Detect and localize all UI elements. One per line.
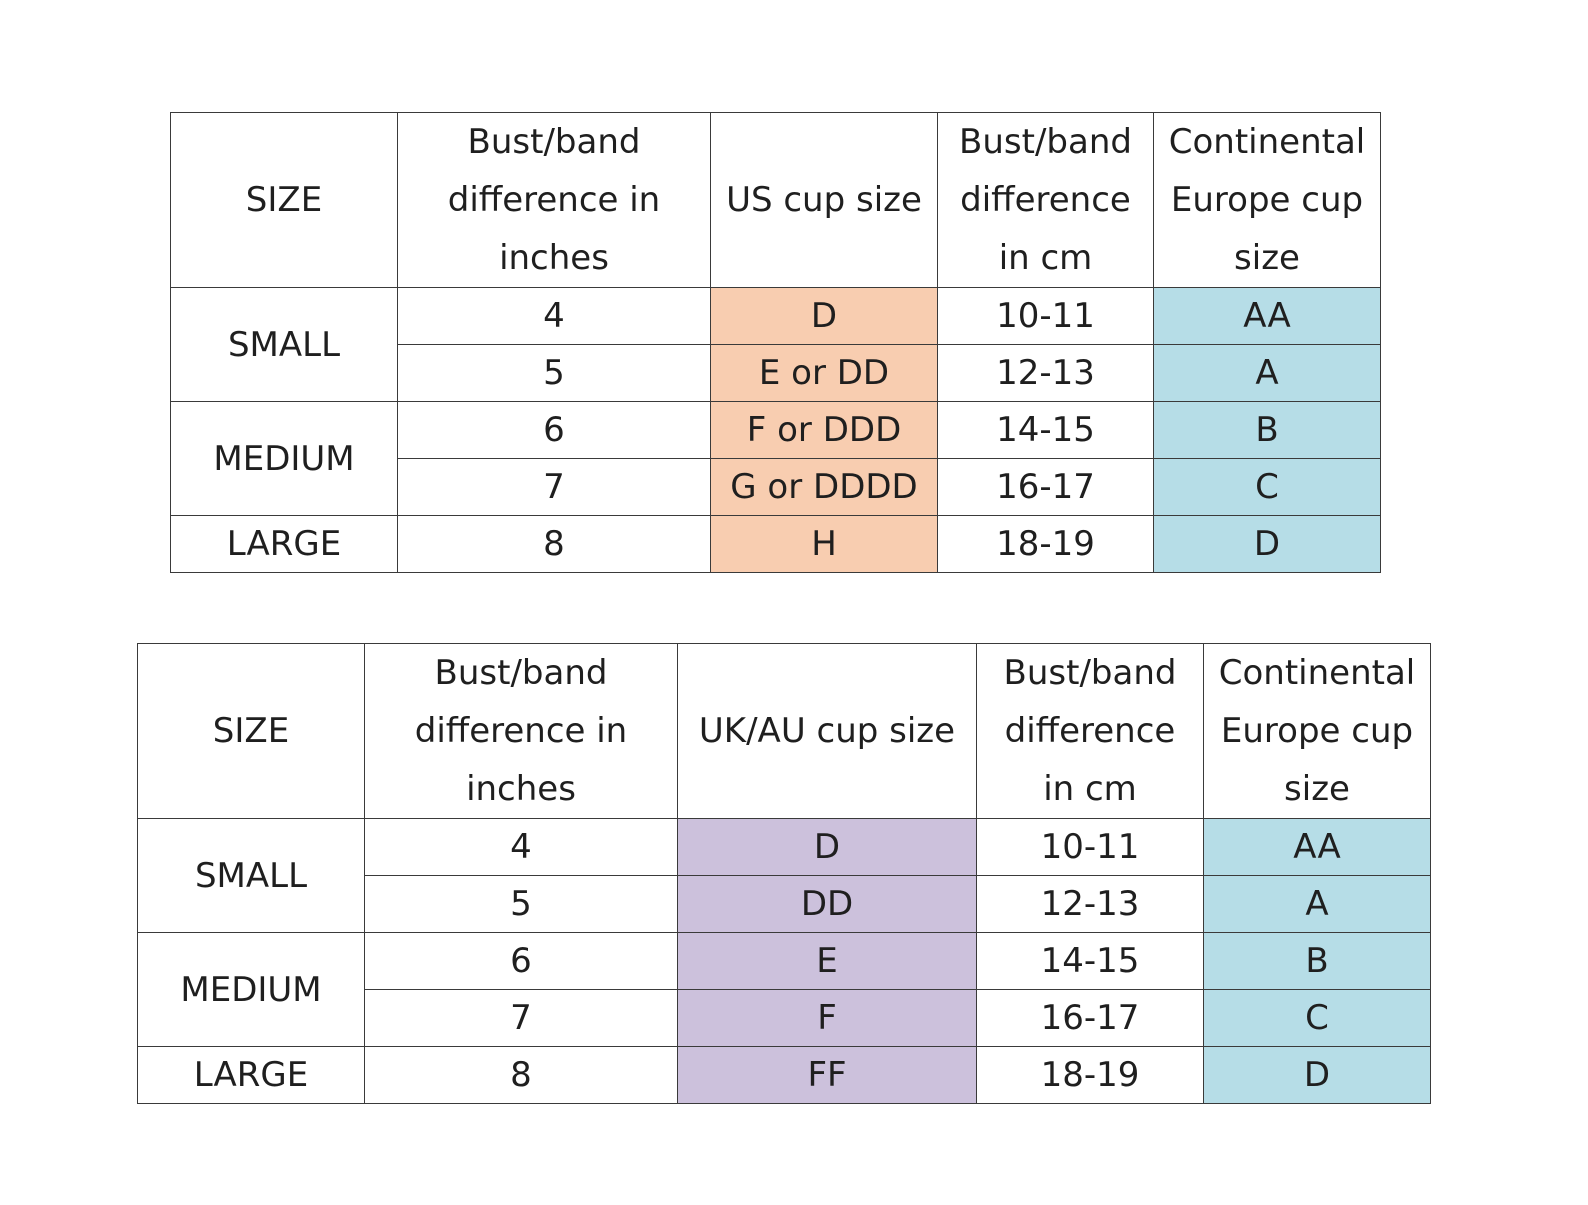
- cell-inches: 8: [364, 1046, 678, 1104]
- cell-eu-cup: B: [1203, 932, 1431, 990]
- cell-us-cup: H: [710, 515, 938, 573]
- cell-inches: 7: [364, 989, 678, 1047]
- cell-inches: 8: [397, 515, 711, 573]
- cell-cm: 16-17: [937, 458, 1154, 516]
- cell-eu-cup: A: [1153, 344, 1381, 402]
- size-group-small: SMALL: [170, 287, 398, 402]
- cell-eu-cup: D: [1153, 515, 1381, 573]
- header-difference-cm: Bust/band difference in cm: [976, 643, 1204, 819]
- table-row: MEDIUM 6 F or DDD 14-15 B: [170, 401, 1381, 516]
- table-row: MEDIUM 6 E 14-15 B: [137, 932, 1431, 1047]
- cell-cm: 10-11: [976, 818, 1204, 876]
- header-size: SIZE: [137, 643, 365, 819]
- cell-us-cup: E or DD: [710, 344, 938, 402]
- cell-cm: 14-15: [937, 401, 1154, 459]
- cell-cm: 10-11: [937, 287, 1154, 345]
- header-uk-au-cup-size: UK/AU cup size: [677, 643, 977, 819]
- cell-cm: 12-13: [937, 344, 1154, 402]
- table-row: 7 F 16-17 C: [138, 989, 1431, 1047]
- size-group-small: SMALL: [137, 818, 365, 933]
- cell-inches: 4: [397, 287, 711, 345]
- cell-cm: 18-19: [937, 515, 1154, 573]
- header-us-cup-size: US cup size: [710, 112, 938, 288]
- cell-uk-au-cup: E: [677, 932, 977, 990]
- cell-uk-au-cup: DD: [677, 875, 977, 933]
- cell-cm: 12-13: [976, 875, 1204, 933]
- us-size-table: SIZE Bust/band difference in inches US c…: [170, 112, 1381, 573]
- cell-eu-cup: AA: [1153, 287, 1381, 345]
- size-group-large: LARGE: [137, 1046, 365, 1104]
- cell-eu-cup: B: [1153, 401, 1381, 459]
- cell-inches: 7: [397, 458, 711, 516]
- cell-eu-cup: A: [1203, 875, 1431, 933]
- table-row: SMALL 4 D 10-11 AA: [170, 287, 1381, 402]
- cell-cm: 14-15: [976, 932, 1204, 990]
- header-difference-inches: Bust/band difference in inches: [364, 643, 678, 819]
- cell-eu-cup: C: [1203, 989, 1431, 1047]
- header-row: SIZE Bust/band difference in inches US c…: [170, 112, 1381, 288]
- cell-uk-au-cup: D: [677, 818, 977, 876]
- header-row: SIZE Bust/band difference in inches UK/A…: [137, 643, 1431, 819]
- cell-us-cup: F or DDD: [710, 401, 938, 459]
- header-continental-europe-cup-size: Continental Europe cup size: [1203, 643, 1431, 819]
- cell-eu-cup: AA: [1203, 818, 1431, 876]
- table-row: SMALL 4 D 10-11 AA: [137, 818, 1431, 933]
- table-row: 5 E or DD 12-13 A: [171, 344, 1381, 402]
- header-continental-europe-cup-size: Continental Europe cup size: [1153, 112, 1381, 288]
- cell-inches: 5: [397, 344, 711, 402]
- cell-us-cup: D: [710, 287, 938, 345]
- cell-uk-au-cup: FF: [677, 1046, 977, 1104]
- size-group-medium: MEDIUM: [170, 401, 398, 516]
- table-row: 5 DD 12-13 A: [138, 875, 1431, 933]
- cell-inches: 6: [364, 932, 678, 990]
- cell-inches: 4: [364, 818, 678, 876]
- table-row: LARGE 8 FF 18-19 D: [137, 1046, 1431, 1104]
- size-group-large: LARGE: [170, 515, 398, 573]
- cell-eu-cup: C: [1153, 458, 1381, 516]
- cell-us-cup: G or DDDD: [710, 458, 938, 516]
- table-row: LARGE 8 H 18-19 D: [170, 515, 1381, 573]
- uk-au-size-table: SIZE Bust/band difference in inches UK/A…: [137, 643, 1431, 1104]
- size-group-medium: MEDIUM: [137, 932, 365, 1047]
- header-difference-cm: Bust/band difference in cm: [937, 112, 1154, 288]
- cell-inches: 6: [397, 401, 711, 459]
- cell-uk-au-cup: F: [677, 989, 977, 1047]
- header-difference-inches: Bust/band difference in inches: [397, 112, 711, 288]
- cell-cm: 18-19: [976, 1046, 1204, 1104]
- cell-eu-cup: D: [1203, 1046, 1431, 1104]
- cell-cm: 16-17: [976, 989, 1204, 1047]
- cell-inches: 5: [364, 875, 678, 933]
- header-size: SIZE: [170, 112, 398, 288]
